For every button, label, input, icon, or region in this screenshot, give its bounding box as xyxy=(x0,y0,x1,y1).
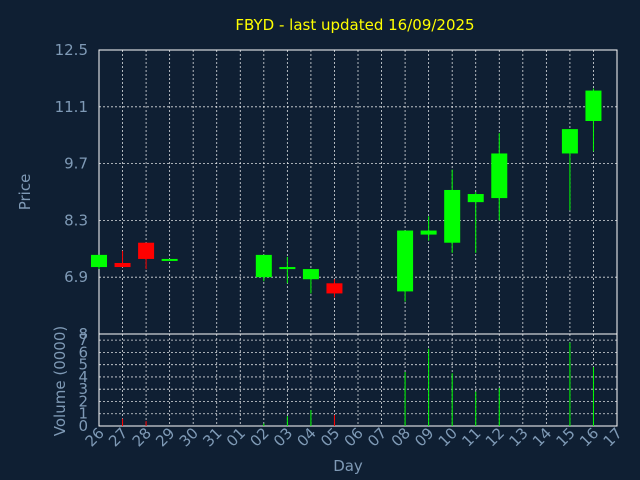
price-tick-label: 8 xyxy=(78,325,88,343)
candle-03 xyxy=(279,256,296,284)
x-tick-label: 14 xyxy=(529,424,555,450)
x-tick-label: 31 xyxy=(199,424,225,450)
candle-body xyxy=(302,269,319,280)
volume-tick-label: 5 xyxy=(78,356,88,374)
candle-body xyxy=(255,254,272,278)
x-tick-label: 04 xyxy=(294,424,320,450)
volume-tick-label: 3 xyxy=(78,380,88,398)
candle-body xyxy=(491,153,508,199)
x-tick-label: 03 xyxy=(270,424,296,450)
candle-body xyxy=(397,230,414,292)
price-grid xyxy=(99,50,617,334)
candle-27 xyxy=(114,250,131,268)
candle-body xyxy=(561,129,578,154)
x-tick-label: 10 xyxy=(435,424,461,450)
candle-09 xyxy=(420,216,437,241)
x-tick-label: 30 xyxy=(176,424,202,450)
price-tick-label: 6.9 xyxy=(64,268,88,286)
x-tick-label: 12 xyxy=(482,424,508,450)
candle-body xyxy=(114,263,131,268)
x-tick-label: 09 xyxy=(411,424,437,450)
candles xyxy=(91,88,602,302)
candle-26 xyxy=(91,254,107,270)
x-tick-label: 02 xyxy=(246,424,272,450)
candle-body xyxy=(279,267,296,270)
candle-08 xyxy=(397,230,414,302)
x-tick-labels: 2627282930310102030405060708091011121314… xyxy=(82,424,626,450)
candle-body xyxy=(326,283,343,294)
volume-tick-label: 4 xyxy=(78,368,88,386)
candle-body xyxy=(585,90,602,121)
volume-tick-label: 0 xyxy=(78,417,88,435)
price-tick-label: 11.1 xyxy=(55,98,88,116)
volume-grid xyxy=(99,334,617,426)
price-axis-label: Price xyxy=(16,174,34,211)
candle-body xyxy=(161,258,178,261)
x-tick-label: 01 xyxy=(223,424,249,450)
candle-body xyxy=(444,189,461,243)
price-tick-labels: 12.5 11.1 9.7 8.3 6.9 8 xyxy=(55,41,88,343)
candle-02 xyxy=(255,254,272,282)
volume-axis-label: Volume (0000) xyxy=(51,326,69,436)
candle-body xyxy=(420,230,437,235)
candle-04 xyxy=(302,269,319,294)
candle-05 xyxy=(326,279,343,298)
x-tick-label: 27 xyxy=(105,424,131,450)
candle-11 xyxy=(467,192,484,253)
volume-bars xyxy=(122,342,594,426)
x-tick-label: 07 xyxy=(364,424,390,450)
x-tick-label: 06 xyxy=(341,424,367,450)
candle-body xyxy=(91,254,107,268)
candle-12 xyxy=(491,133,508,221)
price-tick-label: 8.3 xyxy=(64,211,88,229)
price-tick-label: 9.7 xyxy=(64,155,88,173)
chart-title: FBYD - last updated 16/09/2025 xyxy=(235,16,474,34)
x-tick-label: 28 xyxy=(129,424,155,450)
x-tick-label: 05 xyxy=(317,424,343,450)
volume-tick-label: 6 xyxy=(78,343,88,361)
candle-body xyxy=(467,194,484,203)
volume-tick-label: 1 xyxy=(78,405,88,423)
x-tick-label: 16 xyxy=(576,424,602,450)
x-tick-label: 17 xyxy=(600,424,626,450)
candle-body xyxy=(138,242,155,259)
volume-tick-label: 7 xyxy=(78,331,88,349)
x-axis-label: Day xyxy=(333,457,363,475)
candle-15 xyxy=(561,129,578,211)
x-tick-label: 15 xyxy=(553,424,579,450)
x-tick-label: 08 xyxy=(388,424,414,450)
x-tick-label: 11 xyxy=(458,424,484,450)
volume-panel-frame xyxy=(98,333,618,427)
candle-29 xyxy=(161,258,178,261)
x-tick-label: 29 xyxy=(152,424,178,450)
volume-tick-label: 2 xyxy=(78,392,88,410)
candle-10 xyxy=(444,169,461,253)
price-tick-label: 12.5 xyxy=(55,41,88,59)
candle-16 xyxy=(585,88,602,152)
candle-28 xyxy=(138,242,155,270)
x-tick-label: 13 xyxy=(505,424,531,450)
